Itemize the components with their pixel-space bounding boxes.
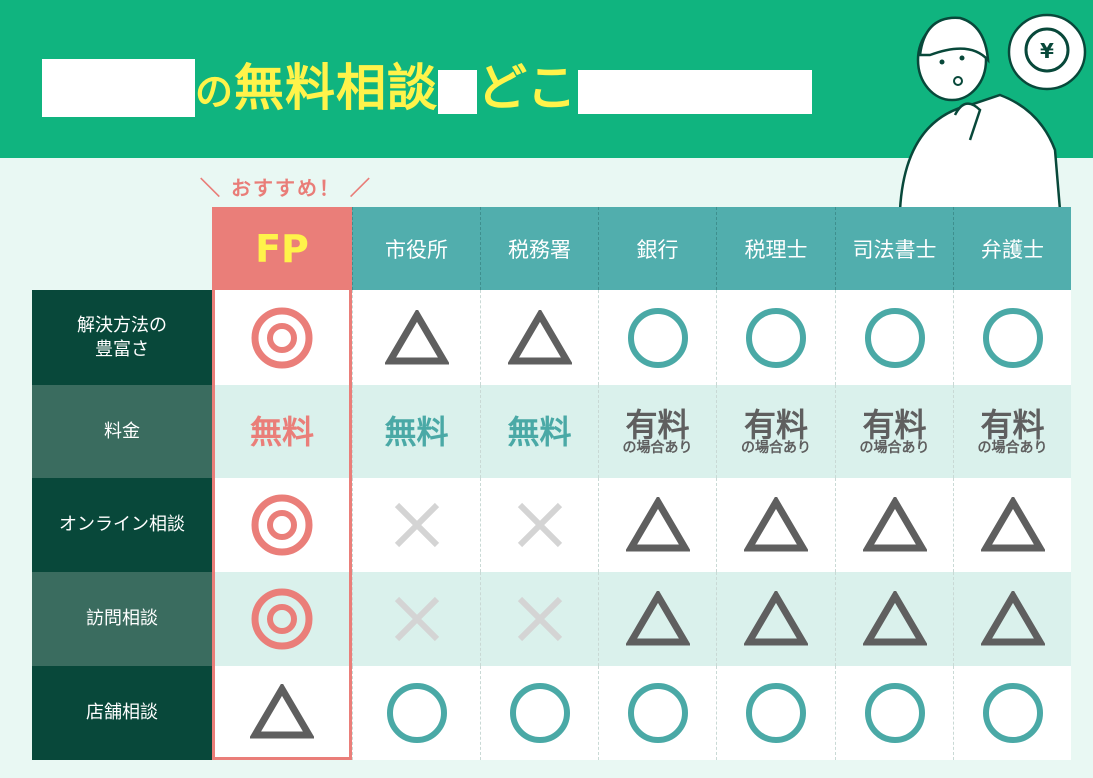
table-cell — [716, 572, 835, 666]
table-cell — [480, 666, 598, 760]
circle-icon — [982, 683, 1043, 743]
cross-icon — [517, 502, 562, 548]
row-label: 訪問相談 — [32, 572, 212, 666]
fee-note: の場合あり — [859, 439, 930, 456]
table-cell — [212, 290, 352, 385]
table-cell: 有料 の場合あり — [953, 385, 1071, 478]
table-cell — [598, 478, 716, 572]
table-cell: 有料 の場合あり — [835, 385, 953, 478]
page-title: 相続税の無料相談はどこにするべき？ — [42, 48, 812, 120]
cross-icon — [394, 596, 439, 642]
double-circle-icon — [251, 494, 313, 556]
recommend-label: ＼ おすすめ！ ／ — [200, 176, 372, 200]
table-cell — [953, 478, 1071, 572]
double-circle-icon — [251, 307, 313, 368]
double-circle-icon — [251, 588, 313, 650]
fee-text: 無料 — [507, 412, 572, 451]
triangle-icon — [862, 497, 927, 552]
row-label: 料金 — [32, 385, 212, 478]
table-cell: 無料 — [212, 385, 352, 478]
triangle-icon — [980, 497, 1045, 552]
title-segment: 無料相談 — [234, 59, 439, 117]
column-header: 弁護士 — [953, 207, 1071, 290]
table-cell — [352, 666, 480, 760]
title-segment: にするべき？ — [577, 70, 812, 114]
table-cell — [953, 290, 1071, 385]
table-cell — [716, 290, 835, 385]
header-banner: 相続税の無料相談はどこにするべき？ ¥ — [0, 0, 1093, 210]
fee-text: 有料 — [625, 405, 690, 444]
table-cell — [598, 572, 716, 666]
triangle-icon — [744, 591, 808, 646]
circle-icon — [509, 683, 570, 743]
table-cell — [352, 290, 480, 385]
row-label: 店舗相談 — [32, 666, 212, 760]
circle-icon — [982, 307, 1043, 368]
triangle-icon — [862, 591, 927, 646]
triangle-icon — [625, 497, 690, 552]
table-cell — [212, 666, 352, 760]
table-cell — [598, 666, 716, 760]
circle-icon — [864, 307, 925, 368]
triangle-icon — [625, 591, 690, 646]
column-header: 市役所 — [352, 207, 480, 290]
table-cell: 無料 — [480, 385, 598, 478]
column-header: 税務署 — [480, 207, 598, 290]
comparison-table: FP 市役所 税務署 銀行 税理士 司法書士 弁護士 解決方法の 豊富さ 料金 無料 無料 無料 有料の… — [32, 207, 1071, 760]
circle-icon — [746, 683, 806, 743]
column-header: FP — [212, 207, 352, 290]
table-cell — [953, 666, 1071, 760]
fee-text: 有料 — [980, 405, 1045, 444]
fee-note: の場合あり — [741, 439, 811, 456]
cross-icon — [517, 596, 562, 642]
title-segment: の — [195, 70, 235, 114]
fee-text: 無料 — [249, 412, 314, 451]
fee-text: 無料 — [384, 412, 449, 451]
table-cell — [716, 478, 835, 572]
table-cell — [953, 572, 1071, 666]
table-cell — [480, 572, 598, 666]
fee-text: 有料 — [862, 405, 927, 444]
triangle-icon — [744, 497, 808, 552]
row-label: 解決方法の 豊富さ — [32, 290, 212, 385]
thinking-woman-illustration: ¥ — [898, 13, 1087, 210]
table-cell — [835, 290, 953, 385]
triangle-icon — [384, 309, 449, 364]
title-segment: 相続税 — [42, 59, 195, 117]
table-cell — [480, 478, 598, 572]
table-cell — [598, 290, 716, 385]
table-cell — [716, 666, 835, 760]
empty-corner — [32, 207, 212, 290]
cross-icon — [394, 502, 439, 548]
circle-icon — [746, 307, 806, 368]
table-cell — [212, 478, 352, 572]
column-header: 司法書士 — [835, 207, 953, 290]
circle-icon — [627, 307, 688, 368]
title-segment: は — [438, 70, 478, 114]
triangle-icon — [250, 683, 314, 738]
table-cell — [352, 478, 480, 572]
table-cell: 有料 の場合あり — [598, 385, 716, 478]
triangle-icon — [507, 309, 572, 364]
column-header: 税理士 — [716, 207, 835, 290]
circle-icon — [627, 683, 688, 743]
fee-note: の場合あり — [622, 439, 693, 456]
table-cell — [480, 290, 598, 385]
circle-icon — [386, 683, 447, 743]
column-header: 銀行 — [598, 207, 716, 290]
table-cell — [352, 572, 480, 666]
triangle-icon — [980, 591, 1045, 646]
circle-icon — [864, 683, 925, 743]
table-cell — [835, 478, 953, 572]
fee-text: 有料 — [743, 405, 808, 444]
table-cell — [212, 572, 352, 666]
row-label: オンライン相談 — [32, 478, 212, 572]
table-cell: 無料 — [352, 385, 480, 478]
table-cell: 有料 の場合あり — [716, 385, 835, 478]
table-cell — [835, 666, 953, 760]
svg-text:¥: ¥ — [1040, 39, 1054, 63]
title-segment: どこ — [477, 59, 578, 117]
fee-note: の場合あり — [977, 439, 1048, 456]
table-cell — [835, 572, 953, 666]
